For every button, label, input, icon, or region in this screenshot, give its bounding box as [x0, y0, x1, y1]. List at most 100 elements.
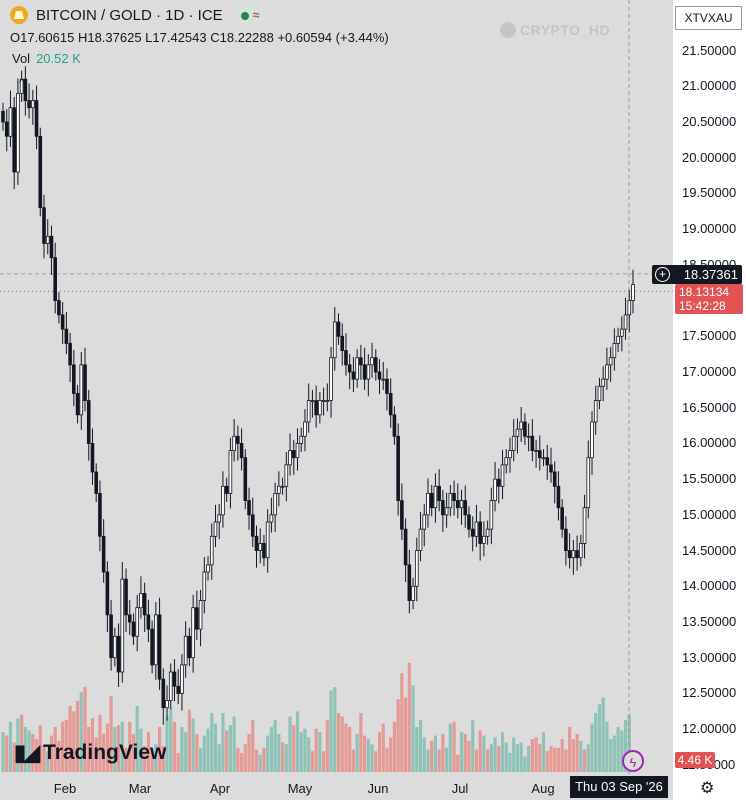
candle-body [463, 500, 468, 516]
volume-bar [16, 718, 20, 772]
tradingview-logo[interactable]: ▮◢ TradingView [14, 740, 166, 766]
volume-bar [247, 733, 251, 772]
collapse-chevron-icon[interactable]: ^ [19, 76, 25, 90]
volume-bar [221, 713, 225, 772]
candle-body [1, 110, 5, 123]
chart-title[interactable]: BITCOIN / GOLD · 1D · ICE [36, 6, 223, 24]
gear-icon[interactable]: ⚙ [700, 780, 715, 797]
volume-bar [225, 730, 229, 772]
candle-body [86, 400, 91, 444]
volume-bar [389, 737, 393, 772]
current-price-label: 18.13134 15:42:28 [675, 284, 743, 314]
candle-body [564, 528, 568, 551]
candle-body [329, 357, 333, 401]
volume-bar [5, 735, 9, 772]
candle-body [400, 500, 404, 530]
candle-body [239, 443, 244, 459]
volume-bar [161, 746, 165, 772]
candle-body [515, 428, 520, 437]
plus-circle-icon[interactable]: + [655, 267, 670, 282]
volume-bar [556, 747, 561, 772]
candle-body [280, 485, 285, 488]
candle-body [385, 378, 389, 394]
candle-body [213, 521, 218, 537]
volume-bar [385, 747, 389, 772]
volume-bar [504, 742, 508, 772]
live-dot-icon [240, 12, 249, 20]
candle-body [396, 435, 400, 501]
candle-body [187, 635, 192, 659]
candle-body [418, 528, 423, 551]
x-tick-label: Jul [451, 781, 469, 796]
candle-body [441, 500, 445, 516]
volume-bar [57, 740, 61, 772]
volume-bar [411, 685, 415, 772]
volume-readout: Vol 20.52 K [12, 51, 81, 66]
volume-bar [217, 744, 221, 772]
volume-bar [329, 690, 333, 772]
candle-body [217, 514, 222, 523]
volume-bar [87, 726, 91, 772]
volume-bar [549, 746, 553, 772]
candle-body [366, 364, 371, 380]
volume-bar [169, 707, 173, 772]
candle-body [549, 464, 553, 473]
candle-body [519, 421, 523, 430]
y-tick-label: 14.50000 [682, 542, 737, 558]
wave-icon: ≈ [252, 8, 260, 22]
volume-bar [418, 720, 423, 772]
candle-body [72, 364, 76, 394]
volume-bar [139, 728, 143, 772]
candle-body [407, 564, 412, 601]
volume-bar [340, 716, 344, 772]
candle-body [459, 500, 464, 509]
candle-body [16, 93, 20, 173]
volume-bar [72, 711, 76, 772]
volume-bar [102, 733, 106, 772]
volume-bar [143, 746, 147, 772]
candle-body [224, 485, 229, 494]
chart-header: BITCOIN / GOLD · 1D · ICE ≈ [10, 6, 266, 24]
price-axis[interactable] [673, 0, 746, 800]
candle-body [500, 464, 505, 487]
volume-bar [135, 706, 139, 772]
volume-bar [202, 735, 206, 772]
candle-body [83, 364, 87, 401]
candle-body [620, 328, 624, 337]
candle-body [165, 700, 169, 709]
candle-body [579, 543, 583, 559]
candle-body [347, 364, 352, 373]
candle-body [206, 564, 210, 573]
candle-body [336, 321, 341, 337]
y-tick-label: 12.50000 [682, 685, 737, 701]
volume-bar [61, 721, 65, 772]
volume-bar [586, 744, 590, 772]
crosshair-date-label: Thu 03 Sep '26 [570, 776, 668, 798]
volume-bar [295, 711, 300, 772]
volume-bar [344, 723, 348, 772]
volume-bar [49, 735, 54, 772]
candle-body [582, 507, 587, 544]
last-price-label[interactable]: + 18.37361 [652, 265, 742, 284]
volume-bar [396, 699, 400, 772]
volume-bar [90, 718, 95, 772]
candle-body [467, 514, 471, 530]
candle-body [623, 314, 628, 330]
status-pill[interactable]: ≈ [234, 7, 266, 23]
candle-body [120, 578, 125, 673]
candle-body [161, 678, 166, 709]
volume-bar [620, 730, 624, 772]
volume-bar [38, 725, 42, 772]
volume-bar [314, 728, 318, 772]
symbol-box[interactable]: XTVXAU [675, 6, 742, 30]
volume-bar [370, 744, 374, 772]
bitcoin-gold-logo-icon [10, 6, 28, 24]
bolt-icon[interactable]: ϟ [622, 750, 644, 772]
volume-bar [34, 739, 39, 772]
candle-body [306, 400, 311, 423]
candle-body [209, 535, 214, 566]
candle-body [154, 614, 158, 666]
volume-bar [236, 747, 240, 772]
